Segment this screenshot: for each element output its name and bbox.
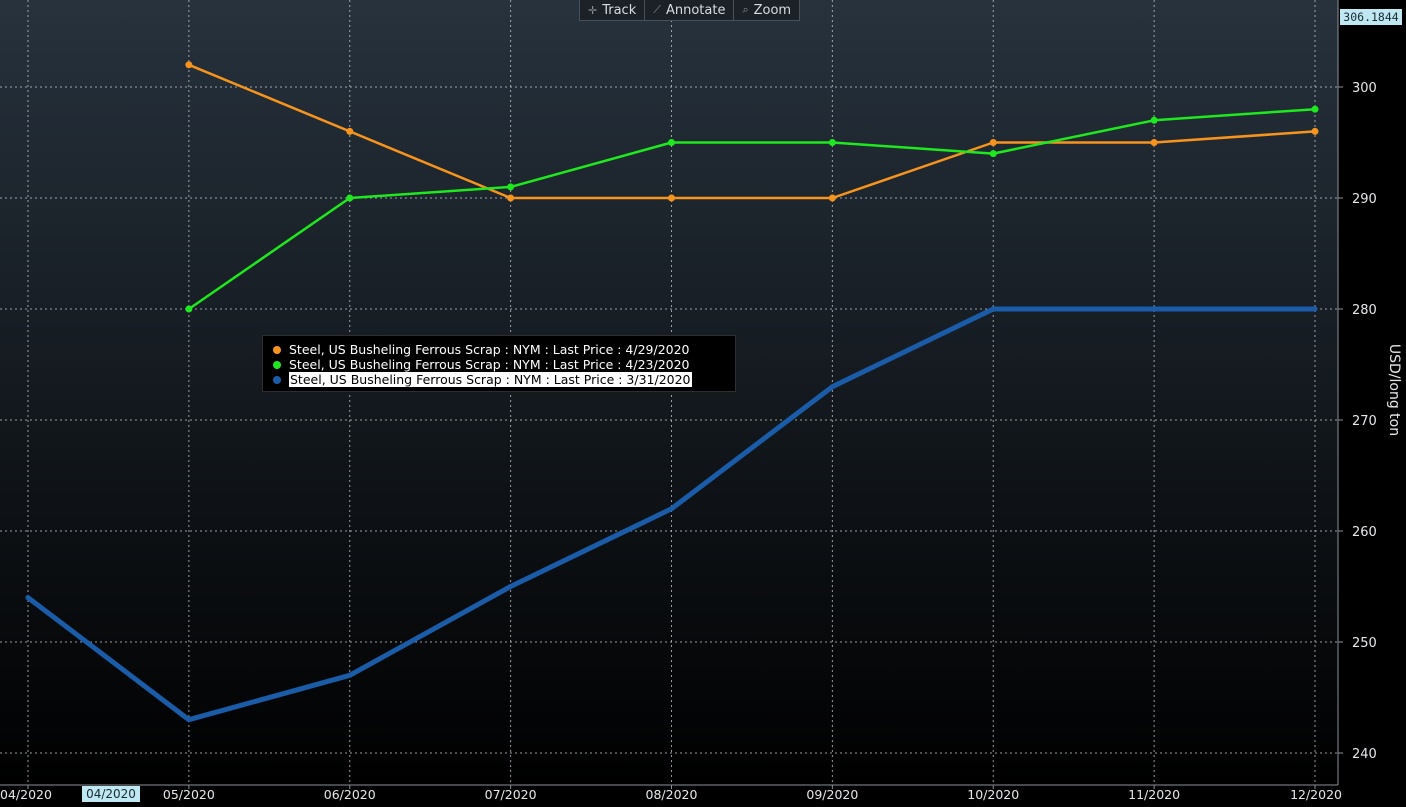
series-group [185,61,1319,202]
y-tick-label: 250 [1352,636,1377,651]
data-point [1311,105,1319,113]
x-tick-label: 06/2020 [324,787,376,802]
x-tick-label: 12/2020 [1290,787,1342,802]
data-point [1312,306,1318,312]
legend-item[interactable]: Steel, US Busheling Ferrous Scrap : NYM … [273,372,735,387]
series-group [185,105,1319,313]
data-point [346,194,354,202]
legend-label: Steel, US Busheling Ferrous Scrap : NYM … [289,372,692,387]
annotate-label: Annotate [665,2,726,18]
data-point [1151,306,1157,312]
y-tick-label: 290 [1352,192,1377,207]
legend-item[interactable]: Steel, US Busheling Ferrous Scrap : NYM … [273,342,735,357]
track-button[interactable]: ✛ Track [580,0,646,20]
plot-background [0,0,1338,785]
data-point [990,306,996,312]
crosshair-icon: ✛ [588,3,598,17]
x-tick-label: 08/2020 [646,787,698,802]
y-tick-label: 300 [1352,81,1377,96]
last-price-badge: 306.1844 [1340,9,1402,25]
y-tick-label: 260 [1352,525,1377,540]
legend: Steel, US Busheling Ferrous Scrap : NYM … [262,335,736,392]
data-point [1150,139,1158,146]
data-point [828,139,836,146]
data-point [186,717,192,723]
series-color-dot [273,360,281,369]
series-line [187,63,1317,200]
y-tick-label: 280 [1352,303,1377,318]
x-tick-label: 07/2020 [485,787,537,802]
series [25,61,1319,723]
series-color-dot [273,345,281,354]
data-point [25,595,31,601]
data-point [829,384,835,390]
data-point [668,139,675,146]
data-point [346,127,354,135]
data-point [507,194,515,202]
x-tick-label: 04/2020 [0,787,52,802]
data-point [185,61,193,69]
zoom-label: Zoom [753,2,792,18]
y-tick-label: 270 [1352,414,1377,429]
data-point [185,305,193,313]
data-point [507,183,515,191]
axes: 240 250 260 270 280 290 300 04/2020 05/2020 06/20… [0,0,1377,802]
magnifier-icon: ⌕ [742,3,749,16]
data-point [347,672,353,678]
legend-label: Steel, US Busheling Ferrous Scrap : NYM … [289,357,690,372]
pencil-icon: ⟋ [653,3,661,16]
x-tick-label: 05/2020 [163,787,215,802]
x-tick-label: 11/2020 [1128,787,1180,802]
data-point [668,194,675,202]
annotate-button[interactable]: ⟋ Annotate [645,0,735,20]
data-point [1150,116,1158,124]
data-point [508,584,514,589]
y-axis-label: USD/long ton [1386,344,1402,436]
series-group [25,306,1318,723]
data-point [989,139,997,146]
legend-label: Steel, US Busheling Ferrous Scrap : NYM … [289,342,690,357]
track-label: Track [602,2,637,18]
chart-toolbar: ✛ Track ⟋ Annotate ⌕ Zoom [579,0,801,21]
series-line [187,107,1317,311]
y-tick-label: 240 [1352,747,1377,762]
data-point [828,194,836,202]
series-color-dot [273,375,281,384]
x-tick-label: 09/2020 [806,787,858,802]
x-tick-label: 10/2020 [967,787,1019,802]
data-point [669,506,674,512]
legend-item[interactable]: Steel, US Busheling Ferrous Scrap : NYM … [273,357,735,372]
data-point [989,150,997,158]
x-axis-highlight-label: 04/2020 [82,786,140,802]
zoom-button[interactable]: ⌕ Zoom [734,0,799,20]
data-point [1311,127,1319,135]
